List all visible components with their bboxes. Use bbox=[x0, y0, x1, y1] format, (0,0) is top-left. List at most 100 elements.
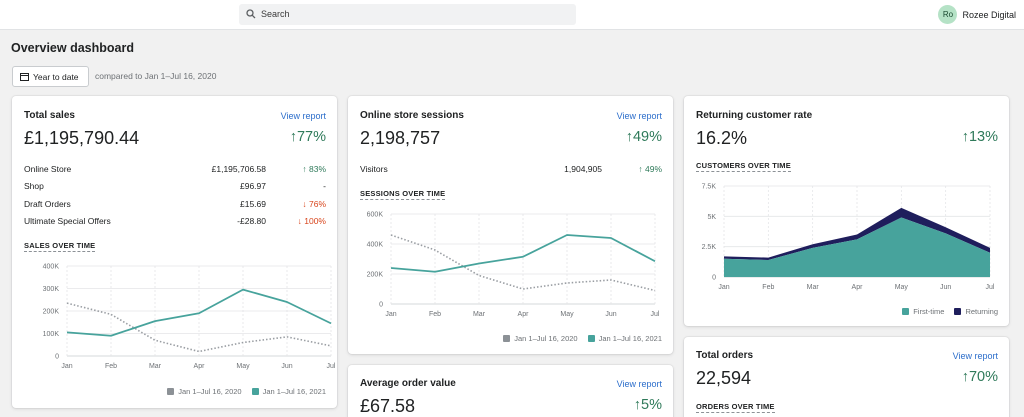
row-name: Ultimate Special Offers bbox=[24, 215, 111, 226]
y-tick-label: 2.5K bbox=[702, 244, 717, 251]
row-name: Visitors bbox=[360, 164, 388, 174]
legend-item: First-time bbox=[902, 307, 944, 316]
x-tick-label: Jan bbox=[385, 311, 396, 318]
view-report-link[interactable]: View report bbox=[616, 111, 662, 121]
chart-legend: Jan 1–Jul 16, 2020 Jan 1–Jul 16, 2021 bbox=[493, 334, 662, 343]
row-change: - bbox=[323, 181, 326, 192]
legend-label: Jan 1–Jul 16, 2021 bbox=[262, 387, 326, 396]
card-title: Total sales bbox=[24, 110, 75, 121]
y-tick-label: 0 bbox=[712, 275, 716, 282]
returning-customer-card: Returning customer rate 16.2% ↑13% CUSTO… bbox=[684, 96, 1009, 326]
legend-label: Jan 1–Jul 16, 2020 bbox=[178, 387, 242, 396]
current-period-line bbox=[390, 234, 656, 273]
total-orders-card: Total orders View report 22,594 ↑70% ORD… bbox=[684, 337, 1009, 417]
y-tick-label: 400K bbox=[367, 242, 384, 249]
row-change: ↑ 49% bbox=[638, 164, 662, 174]
legend-item: Jan 1–Jul 16, 2021 bbox=[587, 334, 662, 343]
y-tick-label: 200K bbox=[367, 272, 384, 279]
breakdown-row: Shop £96.97 - bbox=[24, 181, 326, 198]
calendar-icon bbox=[20, 73, 29, 81]
chart-label: ORDERS OVER TIME bbox=[696, 402, 775, 413]
card-title: Online store sessions bbox=[360, 110, 464, 121]
card-title: Returning customer rate bbox=[696, 110, 813, 121]
x-tick-label: May bbox=[895, 284, 909, 291]
returning-rate-value: 16.2% bbox=[696, 128, 748, 148]
chart-label: SESSIONS OVER TIME bbox=[360, 189, 446, 200]
sales-chart: 0 100K 200K 300K 400K Jan Feb Mar Apr May Jun Jul bbox=[43, 264, 336, 371]
row-name: Shop bbox=[24, 181, 44, 192]
x-tick-label: May bbox=[560, 311, 574, 318]
card-title: Average order value bbox=[360, 378, 456, 389]
legend-label: Jan 1–Jul 16, 2021 bbox=[598, 334, 662, 343]
legend-label: Returning bbox=[965, 307, 998, 316]
legend-item: Jan 1–Jul 16, 2021 bbox=[251, 387, 326, 396]
y-tick-label: 5K bbox=[707, 214, 716, 221]
change-percent: ↑77% bbox=[289, 129, 326, 145]
x-tick-label: Mar bbox=[149, 363, 162, 370]
x-tick-label: May bbox=[236, 363, 250, 370]
avatar: Ro bbox=[938, 5, 958, 24]
x-tick-label: Feb bbox=[762, 284, 774, 291]
x-tick-label: Apr bbox=[518, 311, 530, 318]
search-input[interactable]: Search bbox=[261, 9, 290, 19]
breakdown-row: Visitors 1,904,905 ↑ 49% bbox=[360, 164, 662, 181]
area-returning bbox=[724, 207, 990, 261]
x-tick-label: Feb bbox=[429, 311, 441, 318]
search-box[interactable]: Search bbox=[239, 4, 576, 25]
search-icon bbox=[246, 9, 256, 19]
chart-label: CUSTOMERS OVER TIME bbox=[696, 161, 791, 172]
view-report-link[interactable]: View report bbox=[280, 111, 326, 121]
row-value: £1,195,706.58 bbox=[211, 164, 266, 174]
date-range-button[interactable]: Year to date bbox=[12, 66, 89, 87]
row-value: -£28.80 bbox=[237, 215, 266, 226]
x-tick-label: Jun bbox=[605, 311, 616, 318]
view-report-link[interactable]: View report bbox=[952, 351, 998, 361]
row-name: Online Store bbox=[24, 164, 72, 174]
x-tick-label: Feb bbox=[105, 363, 117, 370]
x-tick-label: Jul bbox=[327, 363, 336, 370]
row-change: ↓ 76% bbox=[302, 198, 326, 209]
sessions-chart: 0 200K 400K 600K Jan Feb Mar Apr May Jun Jul bbox=[367, 212, 660, 319]
legend-item: Jan 1–Jul 16, 2020 bbox=[503, 334, 578, 343]
row-change: ↑ 83% bbox=[302, 164, 326, 174]
sessions-card: Online store sessions View report 2,198,… bbox=[348, 96, 673, 354]
x-tick-label: Jun bbox=[281, 363, 292, 370]
customers-chart: 0 2.5K 5K 7.5K Jan Feb Mar Apr May Jun Jul bbox=[702, 184, 995, 292]
x-tick-label: Jan bbox=[718, 284, 729, 291]
y-tick-label: 300K bbox=[43, 286, 60, 293]
breakdown-row: Online Store £1,195,706.58 ↑ 83% bbox=[24, 164, 326, 181]
y-tick-label: 7.5K bbox=[702, 184, 717, 191]
x-tick-label: Mar bbox=[807, 284, 820, 291]
chart-label: SALES OVER TIME bbox=[24, 241, 96, 252]
sessions-value: 2,198,757 bbox=[360, 128, 441, 148]
x-tick-label: Apr bbox=[194, 363, 206, 370]
breakdown-row: Draft Orders £15.69 ↓ 76% bbox=[24, 199, 326, 216]
change-percent: ↑49% bbox=[625, 129, 662, 145]
x-tick-label: Jun bbox=[940, 284, 951, 291]
x-tick-label: Mar bbox=[473, 311, 486, 318]
total-sales-value: £1,195,790.44 bbox=[24, 128, 140, 148]
legend-label: Jan 1–Jul 16, 2020 bbox=[514, 334, 578, 343]
chart-legend: Jan 1–Jul 16, 2020 Jan 1–Jul 16, 2021 bbox=[157, 387, 326, 396]
y-tick-label: 200K bbox=[43, 309, 60, 316]
y-tick-label: 0 bbox=[55, 354, 59, 361]
user-menu[interactable]: Ro Rozee Digital bbox=[938, 5, 1016, 24]
breakdown-row: Ultimate Special Offers -£28.80 ↓ 100% bbox=[24, 216, 326, 233]
y-tick-label: 0 bbox=[379, 302, 383, 309]
y-tick-label: 600K bbox=[367, 212, 384, 219]
view-report-link[interactable]: View report bbox=[616, 379, 662, 389]
compare-text: compared to Jan 1–Jul 16, 2020 bbox=[95, 71, 217, 81]
x-tick-label: Jul bbox=[651, 311, 660, 318]
x-tick-label: Jan bbox=[61, 363, 72, 370]
store-name: Rozee Digital bbox=[962, 9, 1016, 20]
row-value: 1,904,905 bbox=[564, 164, 602, 174]
x-tick-label: Apr bbox=[852, 284, 864, 291]
row-value: £96.97 bbox=[240, 181, 266, 192]
legend-item: Returning bbox=[954, 307, 998, 316]
date-range-label: Year to date bbox=[33, 71, 79, 82]
row-value: £15.69 bbox=[240, 198, 266, 209]
change-percent: ↑13% bbox=[961, 129, 998, 145]
top-bar: Search Ro Rozee Digital bbox=[0, 0, 1024, 30]
total-orders-value: 22,594 bbox=[696, 368, 752, 388]
legend-item: Jan 1–Jul 16, 2020 bbox=[167, 387, 242, 396]
